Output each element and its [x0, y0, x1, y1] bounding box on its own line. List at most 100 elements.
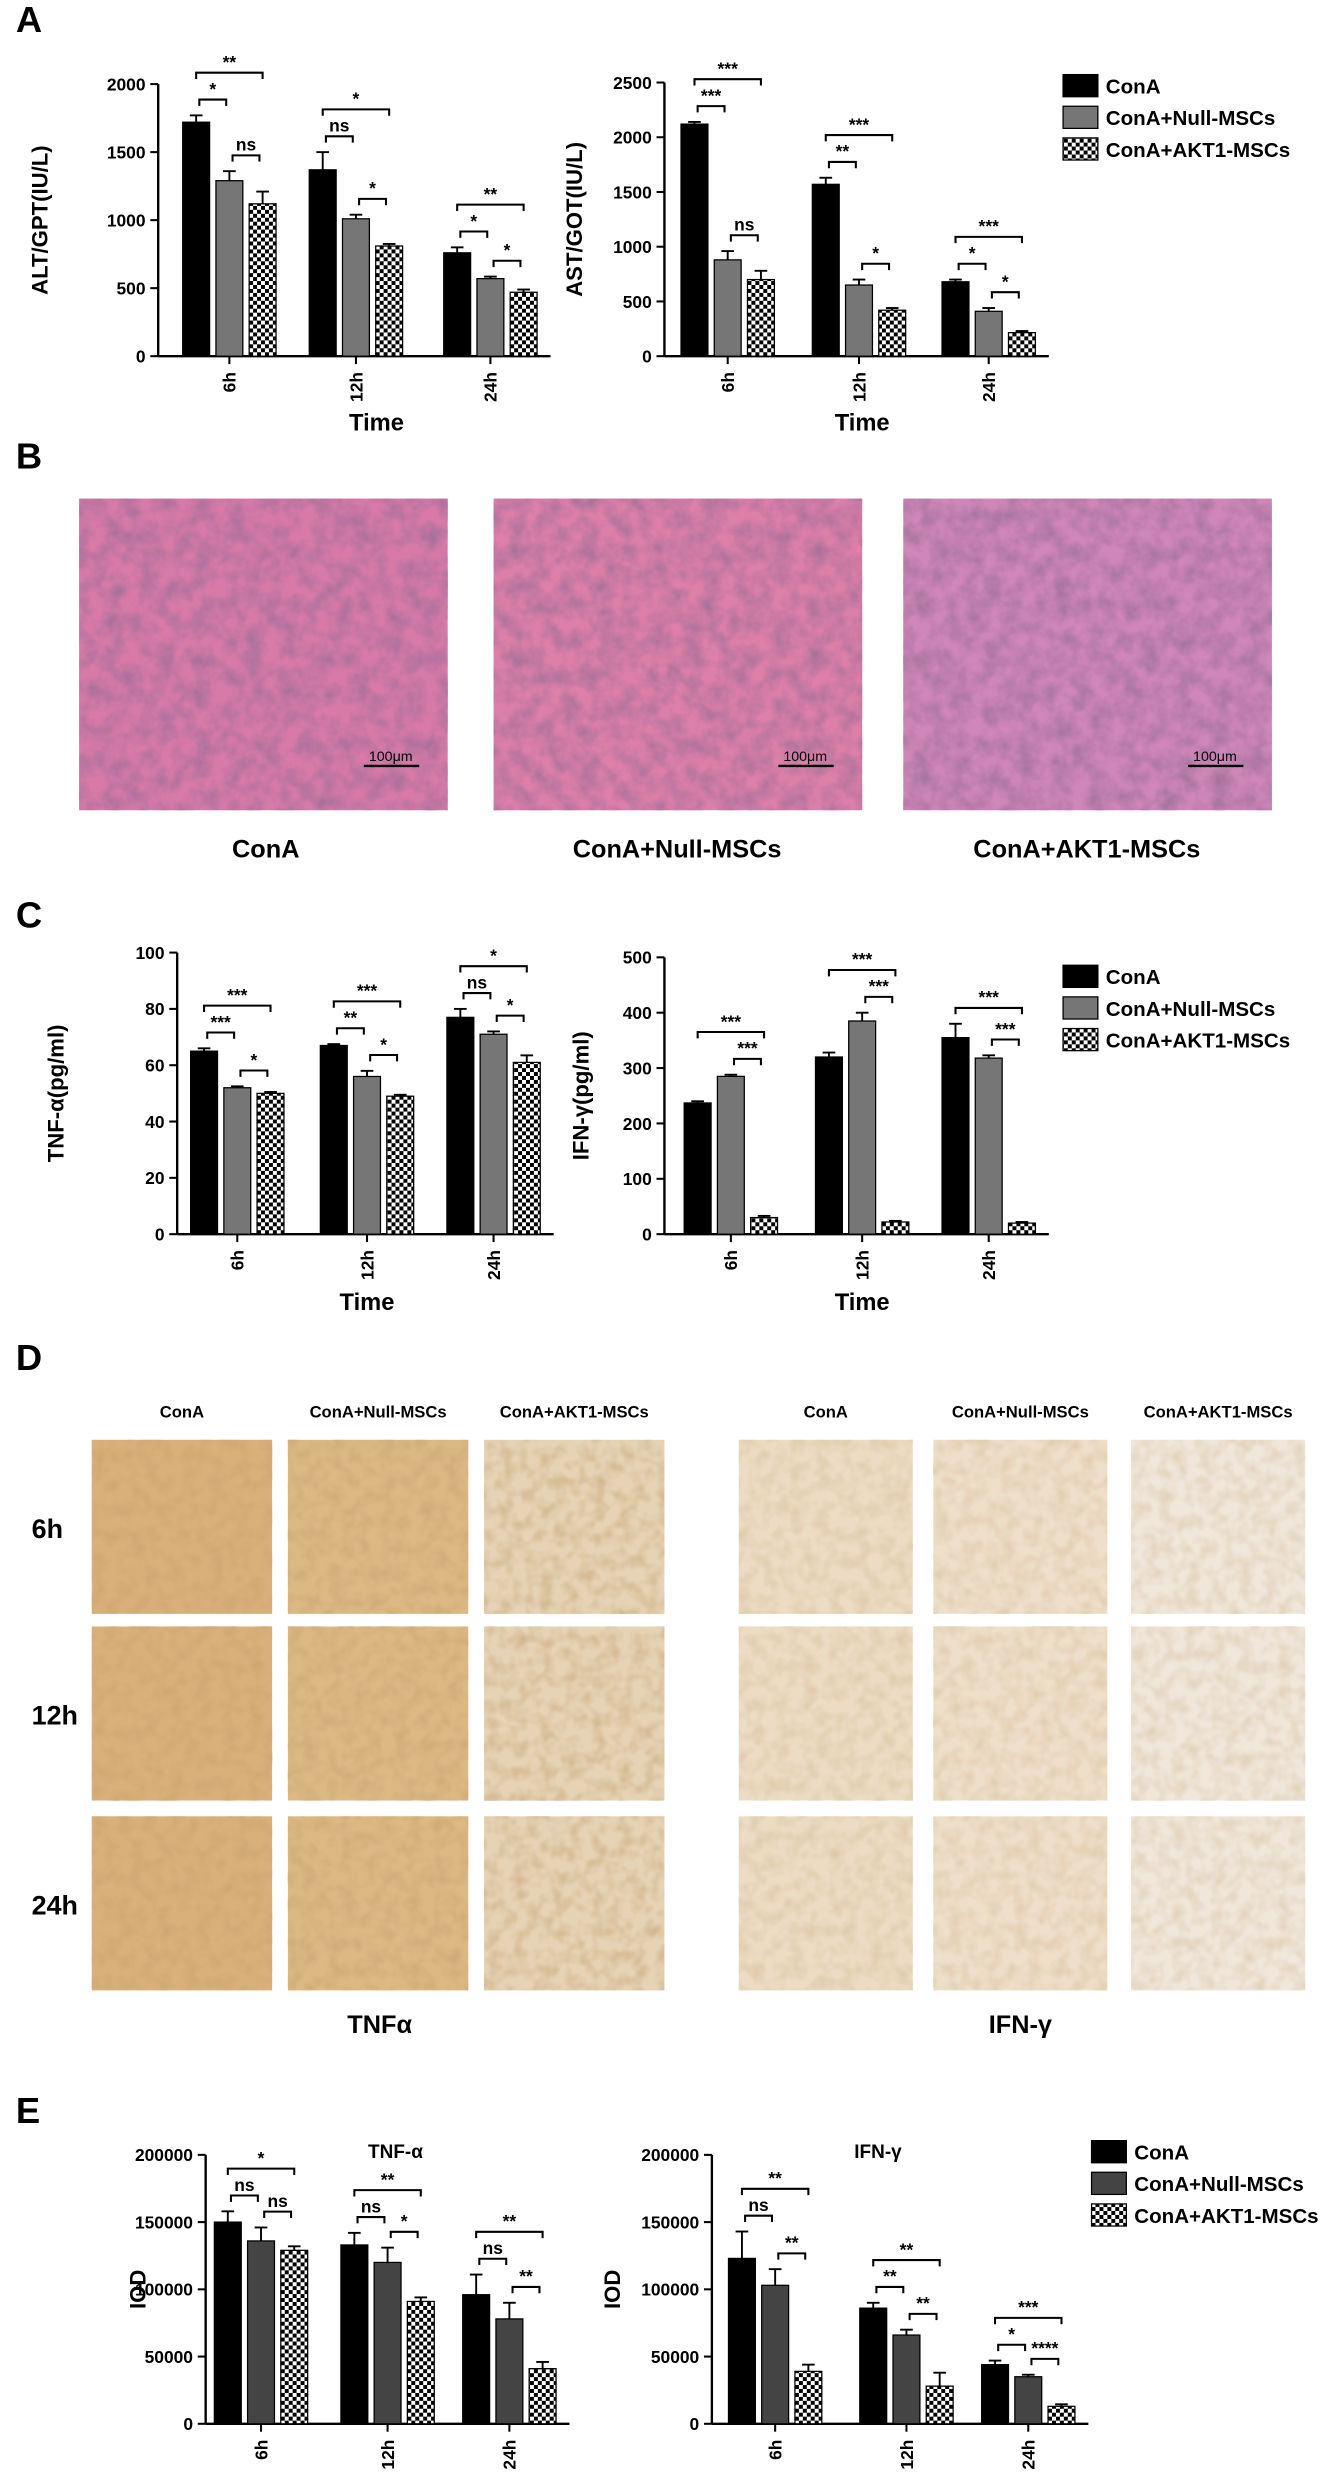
- significance-bracket: [696, 1030, 766, 1039]
- micrograph-texture: [91, 1439, 273, 1614]
- micrograph-texture: [493, 498, 863, 811]
- x-tick-label: 12h: [346, 372, 366, 402]
- legend-label: ConA: [1134, 2142, 1189, 2165]
- legend-label: ConA+Null-MSCs: [1106, 107, 1276, 130]
- bar: [1047, 2405, 1076, 2425]
- y-tick-label: 0: [642, 347, 652, 367]
- legend-label: ConA+Null-MSCs: [1106, 998, 1276, 1021]
- y-tick-label: 500: [117, 278, 146, 298]
- significance-label: ***: [979, 216, 1000, 236]
- significance-label: *: [507, 995, 514, 1015]
- significance-bracket: [744, 2214, 774, 2223]
- bar: [509, 291, 538, 357]
- bar: [308, 169, 337, 357]
- significance-label: ns: [483, 2238, 503, 2258]
- significance-bracket: [324, 135, 354, 143]
- panel-letter: A: [16, 0, 42, 40]
- chart-title: TNF-α: [368, 2142, 423, 2163]
- bar: [941, 281, 970, 357]
- image-label: ConA+AKT1-MSCs: [973, 836, 1200, 864]
- row-label: 6h: [32, 1514, 63, 1544]
- significance-label: **: [381, 2169, 395, 2189]
- bar: [881, 1221, 910, 1235]
- y-tick-label: 1000: [613, 237, 652, 257]
- significance-label: *: [490, 945, 497, 965]
- micrograph-texture: [933, 1626, 1108, 1801]
- significance-label: *: [209, 79, 216, 99]
- significance-label: *: [251, 1050, 258, 1070]
- column-header: ConA+Null-MSCs: [310, 1403, 447, 1422]
- micrograph-texture: [1131, 1439, 1306, 1614]
- micrograph-texture: [287, 1626, 469, 1801]
- scale-bar-label: 100μm: [1193, 749, 1237, 765]
- bar: [811, 183, 840, 357]
- bar: [892, 2334, 921, 2425]
- significance-label: ***: [211, 1012, 232, 1032]
- x-tick-label: 12h: [897, 2440, 917, 2470]
- significance-label: *: [369, 178, 376, 198]
- significance-label: ***: [718, 58, 739, 78]
- micrograph-texture: [79, 498, 448, 811]
- bar: [256, 1092, 285, 1235]
- significance-bracket: [994, 2316, 1063, 2325]
- significance-bracket: [732, 1057, 762, 1066]
- y-tick-label: 100: [136, 943, 165, 963]
- y-tick-label: 300: [623, 1058, 652, 1078]
- significance-label: **: [484, 184, 498, 204]
- y-tick-label: 500: [623, 948, 652, 968]
- bar: [182, 121, 211, 357]
- y-tick-label: 2000: [107, 74, 146, 94]
- significance-label: *: [1008, 2324, 1015, 2344]
- significance-bracket: [696, 105, 726, 113]
- significance-bracket: [693, 78, 762, 86]
- legend-label: ConA+AKT1-MSCs: [1106, 139, 1290, 162]
- significance-bracket: [478, 2257, 508, 2266]
- bar: [375, 245, 404, 357]
- column-header: ConA+Null-MSCs: [952, 1403, 1089, 1422]
- legend-swatch: [1090, 2139, 1127, 2164]
- significance-label: *: [969, 243, 976, 263]
- image-label: ConA+Null-MSCs: [573, 836, 782, 864]
- bar: [528, 2368, 557, 2425]
- significance-label: **: [223, 52, 237, 72]
- bar: [941, 1036, 970, 1235]
- y-tick-label: 1000: [107, 210, 146, 230]
- bar: [446, 1016, 475, 1235]
- significance-bracket: [263, 2210, 293, 2218]
- significance-label: ***: [869, 976, 890, 996]
- y-tick-label: 0: [136, 347, 146, 367]
- chart-title: IFN-γ: [854, 2142, 902, 2163]
- y-axis-title: IFN-γ(pg/ml): [568, 1031, 593, 1160]
- legend-label: ConA+AKT1-MSCs: [1106, 1030, 1290, 1053]
- bar: [878, 309, 907, 357]
- bar: [406, 2300, 435, 2425]
- bar: [683, 1102, 712, 1235]
- bar: [680, 123, 709, 357]
- micrograph-texture: [1131, 1816, 1306, 1991]
- bar: [386, 1095, 415, 1235]
- x-tick-label: 12h: [852, 1250, 872, 1280]
- x-tick-label: 6h: [721, 1250, 741, 1270]
- panel-letter: B: [16, 436, 42, 477]
- panel-letter: E: [16, 2090, 40, 2131]
- micrograph-texture: [91, 1816, 273, 1991]
- significance-bracket: [231, 154, 261, 162]
- significance-bracket: [827, 968, 897, 977]
- micrograph-texture: [1131, 1626, 1306, 1801]
- significance-label: ****: [1031, 2338, 1058, 2358]
- y-axis-title: IOD: [600, 2270, 625, 2309]
- significance-label: ns: [236, 135, 256, 155]
- x-tick-label: 24h: [481, 372, 501, 402]
- significance-bracket: [827, 160, 857, 169]
- bar: [814, 1056, 844, 1235]
- y-tick-label: 50000: [145, 2347, 193, 2367]
- x-tick-label: 12h: [357, 1250, 377, 1280]
- significance-label: ***: [227, 985, 248, 1005]
- significance-label: ns: [267, 2191, 287, 2211]
- significance-bracket: [861, 262, 891, 271]
- bar: [844, 284, 874, 357]
- y-tick-label: 100000: [135, 2280, 193, 2300]
- y-tick-label: 400: [623, 1003, 652, 1023]
- significance-bracket: [875, 2285, 905, 2294]
